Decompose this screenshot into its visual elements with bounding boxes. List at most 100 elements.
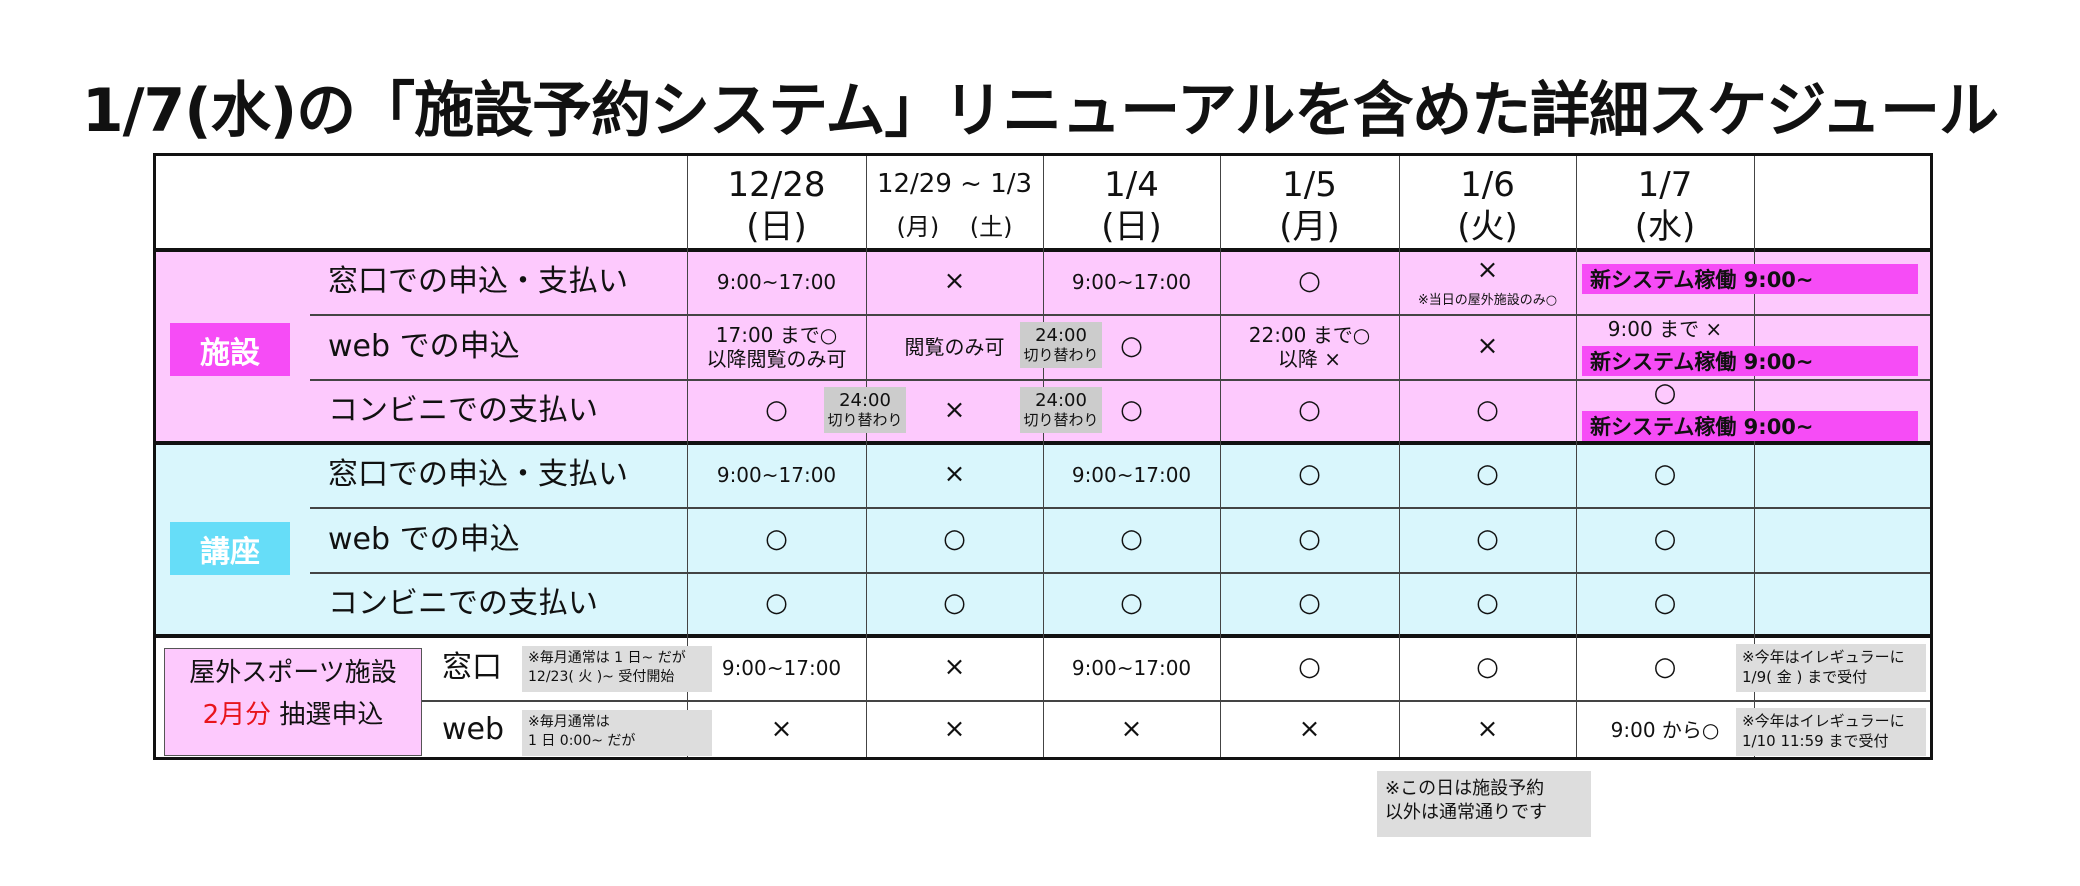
- cell-value: ○: [1298, 588, 1321, 619]
- cell-value: ×: [943, 395, 966, 426]
- note-outdoor-only: ※当日の屋外施設のみ○: [1417, 293, 1558, 309]
- header-day: (月): [1279, 206, 1340, 247]
- usual-note: ※毎月通常は 1 日 0:00~ だが: [522, 710, 712, 756]
- divider: [1576, 156, 1577, 757]
- schedule-table: 12/28 (日) 12/29 ~ 1/3 (月) (土) 1/4 (日) 1/5 (月) 1/…: [153, 153, 1933, 760]
- cell-value: ×: [943, 652, 966, 683]
- cell-value: ○: [1120, 395, 1143, 426]
- switch-label: 切り替わり: [1023, 410, 1099, 429]
- divider: [687, 156, 688, 757]
- cell-value: ○: [1653, 459, 1677, 490]
- cell-value: ×: [943, 266, 966, 297]
- header-date: 1/7: [1637, 164, 1693, 205]
- category-kouza: 講座: [170, 522, 290, 575]
- month-label: 2月分: [202, 699, 272, 730]
- cell-value: ×: [1120, 714, 1143, 745]
- cell-value: ○: [1298, 459, 1321, 490]
- cell-value: ○: [1298, 266, 1321, 297]
- cell-value: ○: [1120, 330, 1143, 361]
- header-day: (日): [1101, 206, 1162, 247]
- cell-value: 17:00 まで○ 以降閲覧のみ可: [706, 322, 847, 371]
- divider: [326, 700, 1930, 702]
- row-label: コンビニでの支払い: [328, 586, 598, 621]
- outdoor-label: 屋外スポーツ施設 2月分 抽選申込: [164, 648, 422, 756]
- switch-time-badge: 24:00 切り替わり: [1020, 322, 1102, 368]
- header-day: (日): [746, 206, 807, 247]
- row-label: web: [442, 712, 505, 747]
- cell-value: ○: [1653, 588, 1677, 619]
- cell-value: ○: [1476, 523, 1499, 554]
- cell-value: ○: [765, 523, 788, 554]
- row-label: 窓口での申込・支払い: [328, 457, 628, 492]
- cell-value: ○: [1298, 523, 1321, 554]
- cell-value: ×: [1476, 255, 1499, 286]
- divider: [310, 572, 1930, 574]
- cell-value: ×: [1476, 330, 1499, 361]
- cell-value: ○: [1653, 378, 1677, 409]
- divider: [1220, 156, 1221, 757]
- cell-value: 9:00~17:00: [716, 463, 837, 487]
- cell-value: 9:00~17:00: [1071, 656, 1192, 680]
- irregular-note: ※今年はイレギュラーに 1/9( 金 ) まで受付: [1736, 644, 1926, 692]
- row-label: web での申込: [328, 521, 520, 557]
- cell-value: 9:00~17:00: [716, 270, 837, 294]
- cell-value: ○: [1120, 588, 1143, 619]
- cell-value: 9:00~17:00: [1071, 463, 1192, 487]
- row-label: web での申込: [328, 328, 520, 364]
- header-date: 1/5: [1282, 164, 1337, 205]
- cell-value: ○: [943, 588, 966, 619]
- row-label: 窓口での申込・支払い: [328, 264, 628, 299]
- cell-value: ○: [1653, 523, 1677, 554]
- divider: [310, 507, 1930, 509]
- cell-value: 9:00~17:00: [721, 656, 842, 680]
- new-system-badge: 新システム稼働 9:00~: [1582, 411, 1918, 441]
- cell-value: ○: [943, 523, 966, 554]
- header-date: 1/6: [1460, 164, 1515, 205]
- cell-value: ○: [1476, 652, 1499, 683]
- header-date: 12/28: [727, 164, 826, 205]
- page-title: 1/7(水)の「施設予約システム」リニューアルを含めた詳細スケジュール: [81, 76, 1999, 146]
- switch-time-badge: 24:00 切り替わり: [1020, 387, 1102, 433]
- cell-value: ○: [1653, 652, 1677, 683]
- switch-time-badge: 24:00 切り替わり: [824, 387, 906, 433]
- cell-value: ○: [1476, 588, 1499, 619]
- cell-value: ○: [1298, 395, 1321, 426]
- row-label: コンビニでの支払い: [328, 393, 598, 428]
- header-date: 12/29 ~ 1/3: [876, 169, 1033, 200]
- cell-value: ○: [1476, 395, 1499, 426]
- cell-value: ×: [1298, 714, 1321, 745]
- outdoor-title: 屋外スポーツ施設: [189, 658, 397, 688]
- switch-time: 24:00: [1035, 390, 1087, 412]
- header-day: (水): [1634, 206, 1696, 247]
- divider: [1754, 156, 1755, 757]
- cell-value: ×: [1476, 714, 1499, 745]
- cell-value: ○: [1476, 459, 1499, 490]
- footnote: ※この日は施設予約 以外は通常通りです: [1377, 771, 1591, 837]
- cell-value: ○: [1298, 652, 1321, 683]
- divider: [310, 379, 1930, 381]
- switch-label: 切り替わり: [827, 410, 903, 429]
- divider: [1399, 156, 1400, 757]
- switch-time: 24:00: [1035, 325, 1087, 347]
- cell-value: ○: [765, 588, 788, 619]
- lottery-label: 抽選申込: [279, 699, 384, 730]
- cell-value: 9:00~17:00: [1071, 270, 1192, 294]
- divider: [1043, 156, 1044, 757]
- cell-value: 9:00 から○: [1610, 718, 1720, 742]
- row-label: 窓口: [442, 650, 502, 685]
- cell-value: ○: [1120, 523, 1143, 554]
- category-shisetsu: 施設: [170, 323, 290, 376]
- cell-value: ×: [943, 714, 966, 745]
- cell-value: ○: [765, 395, 788, 426]
- cell-value: 9:00 まで ×: [1607, 317, 1723, 341]
- cell-value: ×: [770, 714, 793, 745]
- header-date: 1/4: [1104, 164, 1159, 205]
- cell-value: ×: [943, 459, 966, 490]
- cell-value: 閲覧のみ可: [904, 334, 1005, 359]
- divider: [310, 314, 1930, 316]
- new-system-badge: 新システム稼働 9:00~: [1582, 346, 1918, 376]
- cell-value: 22:00 まで○ 以降 ×: [1248, 322, 1371, 371]
- switch-time: 24:00: [839, 390, 891, 412]
- header-day: (月) (土): [896, 212, 1013, 241]
- irregular-note: ※今年はイレギュラーに 1/10 11:59 まで受付: [1736, 708, 1926, 756]
